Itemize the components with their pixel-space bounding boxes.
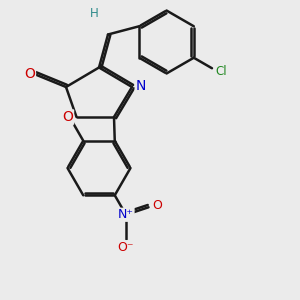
- Text: N⁺: N⁺: [118, 208, 134, 221]
- Text: O⁻: O⁻: [118, 241, 134, 254]
- Text: H: H: [90, 7, 99, 20]
- Text: N: N: [135, 79, 146, 92]
- Text: Cl: Cl: [61, 112, 73, 125]
- Text: O: O: [63, 110, 74, 124]
- Text: O: O: [25, 67, 35, 80]
- Text: Cl: Cl: [215, 65, 227, 78]
- Text: O: O: [152, 199, 162, 212]
